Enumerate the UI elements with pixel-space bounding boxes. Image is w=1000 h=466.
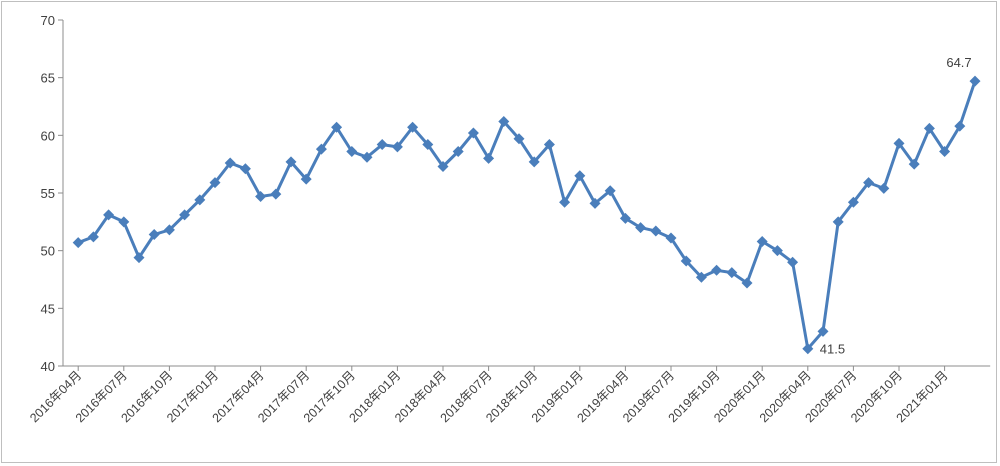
data-point [361, 151, 373, 163]
data-point [589, 197, 601, 209]
y-tick-label: 45 [41, 301, 55, 316]
data-point [513, 133, 525, 145]
data-point [315, 143, 327, 155]
data-point [285, 156, 297, 168]
data-point [878, 182, 890, 194]
data-point [619, 212, 631, 224]
data-point [711, 264, 723, 276]
data-point [483, 152, 495, 164]
data-point [756, 235, 768, 247]
data-point [939, 145, 951, 157]
data-points [72, 75, 981, 355]
data-point [209, 177, 221, 189]
y-tick-label: 60 [41, 128, 55, 143]
y-tick-label: 70 [41, 13, 55, 28]
series-line [77, 80, 977, 351]
data-point [194, 194, 206, 206]
data-point [787, 256, 799, 268]
data-point [103, 209, 115, 221]
y-tick-label: 50 [41, 244, 55, 259]
data-point [863, 177, 875, 189]
data-point [802, 343, 814, 355]
data-point [331, 121, 343, 133]
data-point [407, 121, 419, 133]
data-point [239, 163, 251, 175]
data-point [817, 325, 829, 337]
data-point [255, 190, 267, 202]
data-point [118, 216, 130, 228]
data-point [695, 271, 707, 283]
axes [58, 19, 991, 371]
data-point [559, 196, 571, 208]
data-point [726, 267, 738, 279]
data-point [635, 222, 647, 234]
data-point [376, 139, 388, 151]
data-point [908, 158, 920, 170]
data-point [574, 170, 586, 182]
data-point [969, 75, 981, 87]
data-point [923, 122, 935, 134]
data-point [604, 185, 616, 197]
data-point [741, 277, 753, 289]
y-tick-label: 65 [41, 71, 55, 86]
data-point [87, 231, 99, 243]
data-point [270, 188, 282, 200]
data-point [224, 157, 236, 169]
data-point [680, 255, 692, 267]
data-label: 41.5 [820, 342, 845, 357]
data-point [422, 139, 434, 151]
data-point [498, 115, 510, 127]
data-point [346, 145, 358, 157]
y-tick-label: 55 [41, 186, 55, 201]
data-point [391, 141, 403, 153]
data-labels: 41.5 64.7 [820, 55, 972, 357]
data-point [163, 224, 175, 236]
data-point [665, 232, 677, 244]
data-label: 64.7 [946, 55, 971, 70]
data-point [133, 252, 145, 264]
y-tick-label: 40 [41, 359, 55, 374]
data-point [650, 225, 662, 237]
data-point [72, 237, 84, 249]
data-point [148, 229, 160, 241]
data-point [437, 160, 449, 172]
data-point [832, 216, 844, 228]
data-point [847, 196, 859, 208]
data-point [300, 173, 312, 185]
data-point [528, 156, 540, 168]
data-point [893, 137, 905, 149]
data-point [771, 245, 783, 257]
y-tick-labels: 40 45 50 55 60 65 70 [41, 13, 55, 374]
data-point [543, 139, 555, 151]
data-point [452, 145, 464, 157]
data-point [954, 120, 966, 132]
data-point [179, 209, 191, 221]
data-point [467, 127, 479, 139]
x-tick-labels: 2016年04月2016年07月2016年10月2017年01月2017年04月… [27, 368, 950, 425]
